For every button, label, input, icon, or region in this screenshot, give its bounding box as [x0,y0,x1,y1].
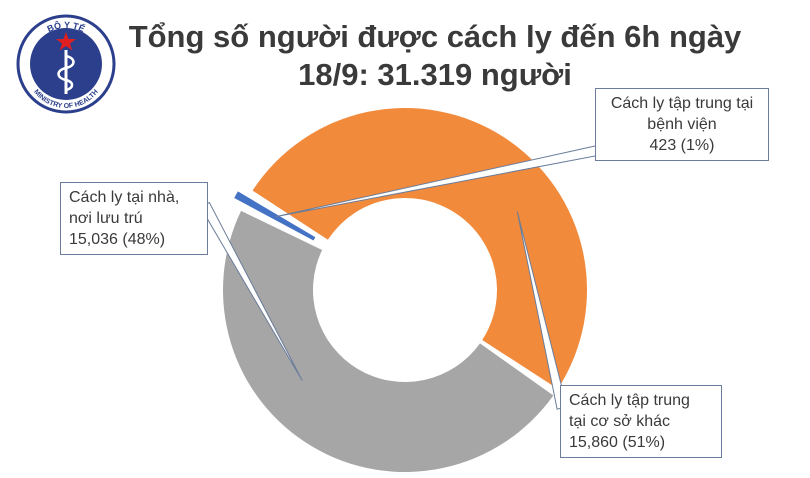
caduceus-emblem-icon: BỘ Y TẾ MINISTRY OF HEALTH [16,14,116,114]
callout-hospital-value: 423 (1%) [649,137,715,154]
chart-title-line1: Tổng số người được cách ly đến 6h ngày [128,19,742,54]
chart-title-line2: 18/9: 31.319 người [298,57,572,92]
callout-other-line1: Cách ly tập trung [569,392,690,409]
callout-home: Cách ly tại nhà, nơi lưu trú 15,036 (48%… [60,182,208,255]
logo-top-text: BỘ Y TẾ [46,19,87,34]
slice-other-facility [252,107,588,389]
callout-home-value: 15,036 (48%) [69,231,166,248]
callout-other-line2: tại cơ sở khác [569,413,671,430]
callout-other-value: 15,860 (51%) [569,434,666,451]
callout-home-line1: Cách ly tại nhà, [69,189,180,206]
ministry-of-health-logo: BỘ Y TẾ MINISTRY OF HEALTH [14,12,118,116]
svg-text:BỘ Y TẾ: BỘ Y TẾ [46,19,87,34]
callout-home-line2: nơi lưu trú [69,210,143,227]
chart-title: Tổng số người được cách ly đến 6h ngày 1… [120,18,750,94]
slice-home [222,210,554,473]
callout-hospital-line2: bệnh viện [647,116,717,133]
slice-hospital [234,191,316,241]
callout-hospital: Cách ly tập trung tại bệnh viện 423 (1%) [595,88,769,161]
callout-other-facility: Cách ly tập trung tại cơ sở khác 15,860 … [560,385,722,458]
callout-hospital-line1: Cách ly tập trung tại [610,95,754,112]
